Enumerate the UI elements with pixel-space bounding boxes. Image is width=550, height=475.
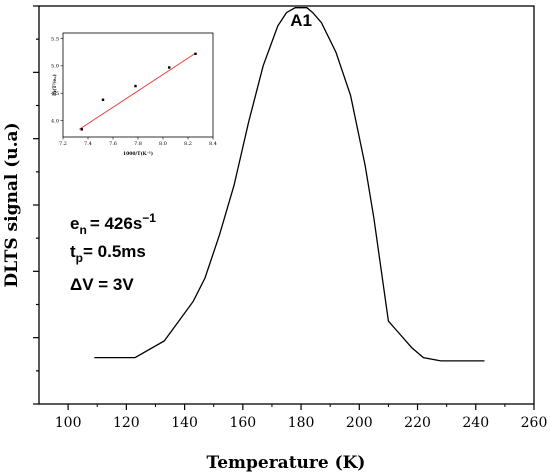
x-tick-label: 240 bbox=[462, 415, 489, 431]
inset-y-tick-label: 5.5 bbox=[51, 36, 59, 42]
pulse-width-subscript: p bbox=[76, 251, 83, 265]
x-tick-label: 120 bbox=[113, 415, 140, 431]
arrhenius-point bbox=[194, 52, 197, 55]
inset-tick-labels: 7.2 7.4 7.6 7.8 8.0 8.2 8.4 4.0 4.5 5.0 5.5 bbox=[51, 36, 217, 147]
main-ticks bbox=[33, 5, 535, 410]
inset-plot-frame bbox=[62, 32, 214, 138]
pulse-width-value: = 0.5ms bbox=[83, 242, 146, 261]
emission-rate-exponent: −1 bbox=[142, 211, 156, 225]
arrhenius-point bbox=[134, 84, 137, 88]
inset-x-tick-label: 8.2 bbox=[184, 141, 192, 147]
inset-x-tick-label: 8.0 bbox=[159, 141, 167, 147]
y-axis-title: DLTS signal (u.a) bbox=[2, 122, 22, 287]
inset-ticks bbox=[60, 38, 214, 140]
arrhenius-point bbox=[101, 98, 105, 101]
peak-label: A1 bbox=[290, 11, 312, 30]
inset-y-axis-title: ln(T²/eₙ) bbox=[51, 74, 58, 95]
x-tick-label: 160 bbox=[229, 415, 256, 431]
arrhenius-points bbox=[80, 52, 197, 131]
main-tick-labels: 100 120 140 160 180 200 220 240 260 bbox=[55, 415, 548, 431]
arrhenius-fit-line bbox=[79, 52, 196, 130]
x-tick-label: 220 bbox=[404, 415, 431, 431]
inset-x-tick-label: 7.2 bbox=[59, 141, 67, 147]
inset-y-tick-label: 5.0 bbox=[51, 64, 59, 70]
inset-x-axis-title: 1000/T(K⁻¹) bbox=[123, 150, 153, 157]
x-tick-label: 260 bbox=[521, 415, 548, 431]
inset-x-tick-label: 7.8 bbox=[134, 141, 142, 147]
x-tick-label: 100 bbox=[55, 415, 82, 431]
emission-rate-subscript: n bbox=[79, 223, 86, 237]
dlts-curve bbox=[94, 7, 485, 362]
x-tick-label: 180 bbox=[288, 415, 315, 431]
inset-x-tick-label: 8.4 bbox=[209, 141, 217, 147]
arrhenius-point bbox=[80, 128, 83, 131]
inset-y-tick-label: 4.5 bbox=[51, 91, 59, 97]
x-tick-label: 200 bbox=[346, 415, 373, 431]
emission-rate-value: = 426s bbox=[90, 214, 142, 233]
pulse-width-annotation: tp= 0.5ms bbox=[70, 242, 146, 265]
inset-x-tick-label: 7.4 bbox=[84, 141, 92, 147]
emission-rate-symbol: e bbox=[70, 214, 79, 233]
x-axis-title: Temperature (K) bbox=[207, 453, 366, 473]
pulse-width-symbol: t bbox=[70, 242, 76, 261]
emission-rate-annotation: en = 426s−1 bbox=[70, 211, 156, 237]
bias-annotation: ΔV = 3V bbox=[70, 275, 134, 294]
inset-x-tick-label: 7.6 bbox=[109, 141, 117, 147]
inset-y-tick-label: 4.0 bbox=[51, 118, 59, 124]
x-tick-label: 140 bbox=[171, 415, 198, 431]
arrhenius-point bbox=[168, 66, 171, 69]
